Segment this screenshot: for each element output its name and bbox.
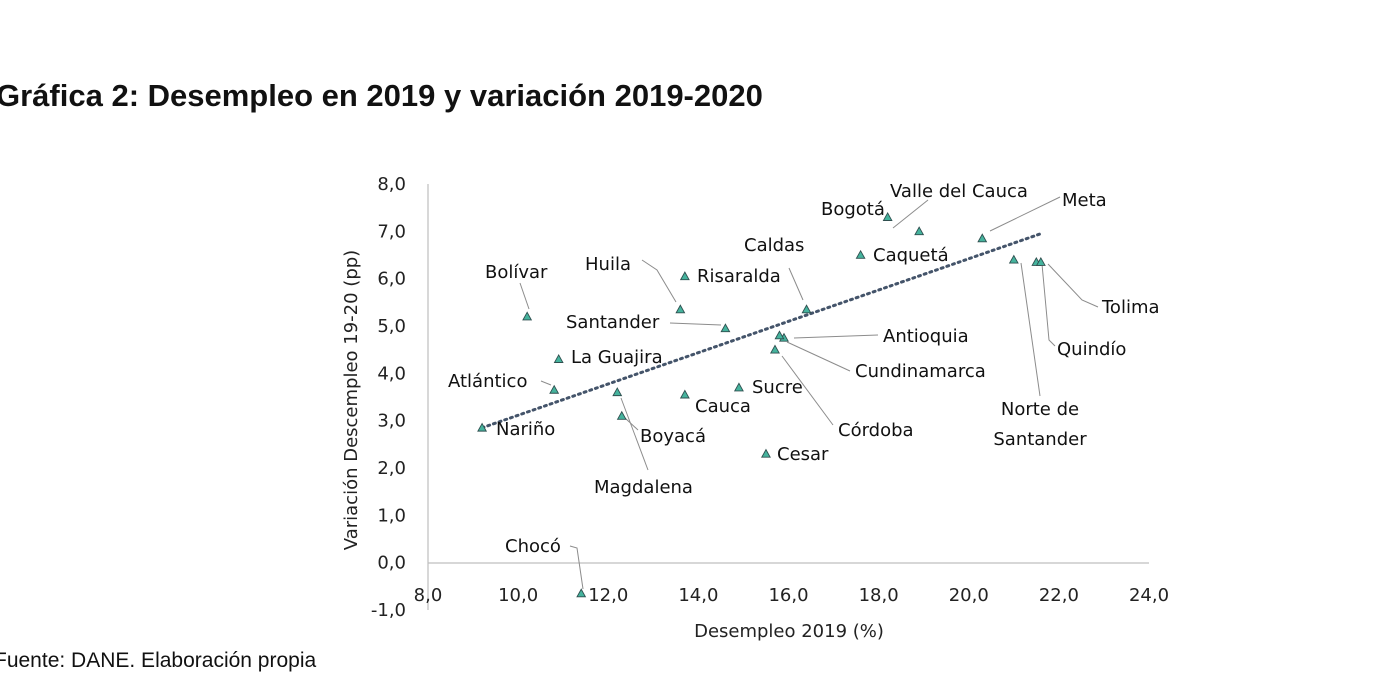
data-point-bolivar — [522, 311, 533, 321]
leader-line-cundinamarca — [786, 341, 851, 372]
point-label-caldas: Caldas — [744, 235, 804, 256]
leader-line-meta — [989, 196, 1061, 232]
point-label-risaralda: Risaralda — [697, 266, 781, 287]
point-label-cundinamarca: Cundinamarca — [855, 361, 986, 382]
y-tick-label: 0,0 — [377, 553, 406, 574]
y-axis-title: Variación Descempleo 19-20 (pp) — [341, 250, 362, 550]
point-label-huila: Huila — [585, 254, 631, 275]
data-point-caqueta — [855, 249, 866, 259]
data-point-la-guajira — [553, 354, 564, 363]
x-tick-label: 24,0 — [1129, 585, 1169, 606]
leader-line-choco — [569, 545, 584, 590]
data-point-cauca — [679, 389, 690, 399]
point-label-narino: Nariño — [496, 419, 555, 440]
x-tick-label: 8,0 — [414, 585, 443, 606]
y-tick-label: 5,0 — [377, 316, 406, 337]
point-label-bogota: Bogotá — [821, 199, 885, 220]
leader-line-magdalena — [620, 397, 649, 471]
x-tick-label: 18,0 — [859, 585, 899, 606]
data-point-narino — [477, 422, 488, 432]
y-tick-label: -1,0 — [371, 600, 406, 621]
point-label-meta: Meta — [1062, 190, 1107, 211]
y-tick-label: 3,0 — [377, 411, 406, 432]
data-point-caldas — [801, 304, 812, 314]
point-label-magdalena: Magdalena — [594, 477, 693, 498]
leader-line-bolivar — [519, 282, 530, 310]
x-tick-label: 14,0 — [678, 585, 718, 606]
point-label-santander: Santander — [566, 312, 660, 333]
data-point-boyaca — [616, 410, 627, 420]
data-point-tolima — [1035, 256, 1046, 266]
point-label-valle-del-cauca: Valle del Cauca — [890, 181, 1028, 202]
y-tick-label: 4,0 — [377, 363, 406, 384]
data-point-bogota — [882, 212, 893, 221]
leader-line-antioquia — [793, 334, 879, 339]
point-label-bolivar: Bolívar — [485, 262, 548, 283]
chart-title: Gráfica 2: Desempleo en 2019 y variación… — [0, 78, 763, 113]
leader-line-huila — [641, 259, 677, 303]
source-note: Fuente: DANE. Elaboración propia — [0, 649, 317, 672]
y-tick-label: 8,0 — [377, 174, 406, 195]
point-label-caqueta: Caquetá — [873, 245, 949, 266]
data-point-valle-del-cauca — [914, 226, 925, 236]
point-label-quindio: Quindío — [1057, 339, 1126, 360]
point-label-atlantico: Atlántico — [448, 371, 527, 392]
leader-line-valle-del-cauca — [892, 199, 929, 229]
data-point-norte-de-santander — [1008, 254, 1019, 264]
x-tick-label: 10,0 — [498, 585, 538, 606]
data-point-cesar — [761, 448, 771, 458]
point-label-antioquia: Antioquia — [883, 326, 969, 347]
y-tick-label: 2,0 — [377, 458, 406, 479]
data-point-magdalena — [612, 387, 623, 397]
x-tick-label: 16,0 — [768, 585, 808, 606]
leader-line-santander — [669, 322, 722, 326]
x-tick-label: 20,0 — [949, 585, 989, 606]
leader-line-atlantico — [540, 380, 552, 386]
x-tick-label: 12,0 — [588, 585, 628, 606]
point-label-choco: Chocó — [505, 536, 561, 557]
leader-line-boyaca — [624, 417, 639, 431]
point-label-boyaca: Boyacá — [640, 426, 706, 447]
data-point-risaralda — [679, 271, 690, 281]
point-label-cauca: Cauca — [695, 396, 751, 417]
data-point-santander — [720, 323, 731, 333]
leader-line-caldas — [788, 267, 804, 301]
x-tick-label: 22,0 — [1039, 585, 1079, 606]
data-point-atlantico — [549, 384, 560, 394]
data-point-sucre — [733, 382, 744, 392]
leader-line-cordoba — [781, 355, 834, 426]
leader-line-tolima — [1047, 263, 1099, 308]
point-label-la-guajira: La Guajira — [571, 347, 663, 368]
point-label-cordoba: Córdoba — [838, 420, 914, 441]
leader-line-quindio — [1041, 263, 1056, 347]
y-tick-label: 7,0 — [377, 221, 406, 242]
x-axis-title: Desempleo 2019 (%) — [694, 621, 884, 642]
point-label-norte-de-santander: Norte de Santander — [993, 399, 1087, 450]
data-point-choco — [576, 588, 587, 598]
point-label-cesar: Cesar — [777, 444, 829, 465]
point-label-tolima: Tolima — [1101, 297, 1160, 318]
data-point-cordoba — [770, 344, 780, 354]
data-point-huila — [675, 304, 686, 314]
point-label-sucre: Sucre — [752, 377, 803, 398]
y-tick-label: 6,0 — [377, 269, 406, 290]
leader-line-norte-de-santander — [1020, 262, 1041, 397]
data-point-meta — [977, 233, 988, 243]
data-point-cundinamarca — [774, 330, 785, 340]
trendline — [480, 232, 1043, 430]
y-tick-label: 1,0 — [377, 505, 406, 526]
